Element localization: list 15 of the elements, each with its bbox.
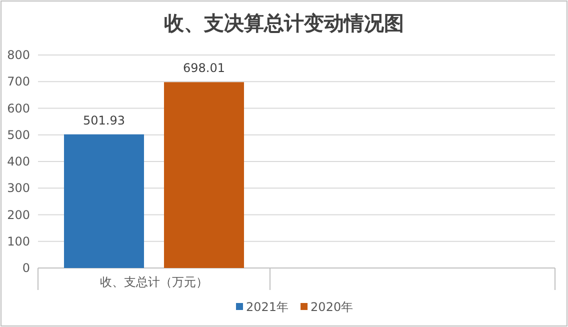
chart-title: 收、支决算总计变动情况图 [164,11,404,35]
y-tick-label: 600 [7,101,30,116]
data-label: 698.01 [183,61,225,76]
legend-label: 2021年 [246,300,289,314]
y-tick-label: 500 [7,128,30,142]
y-tick-label: 300 [7,181,30,196]
y-tick-label: 0 [22,261,30,275]
y-tick-label: 800 [7,48,30,62]
y-tick-label: 100 [7,234,30,248]
y-tick-label: 200 [7,208,30,222]
legend-label: 2020年 [310,300,354,314]
y-tick-label: 700 [7,74,30,89]
y-tick-label: 400 [7,154,30,168]
data-label: 501.93 [83,113,125,128]
x-tick-label: 收、支总计（万元） [100,275,208,289]
